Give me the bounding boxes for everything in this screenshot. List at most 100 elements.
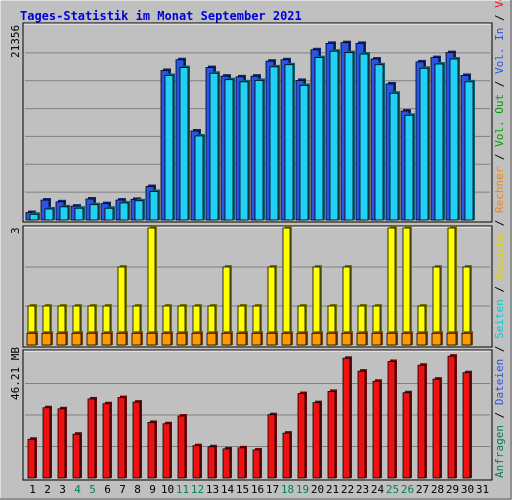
legend-entry: / bbox=[493, 147, 506, 167]
max-label-visits: 3 bbox=[9, 227, 22, 234]
x-tick-label: 24 bbox=[371, 483, 385, 496]
x-tick-label: 8 bbox=[134, 483, 141, 496]
bar-volumen-day-18 bbox=[282, 432, 291, 479]
bar-dateien-day-24 bbox=[374, 64, 384, 221]
bar-volumen-day-9 bbox=[147, 422, 156, 479]
bar-rechner-day-9 bbox=[146, 332, 157, 346]
bar-volumen-day-13 bbox=[207, 446, 216, 479]
bar-dateien-day-18 bbox=[284, 64, 294, 221]
bar-volumen-day-25 bbox=[387, 361, 396, 479]
legend-entry: Besuche bbox=[493, 233, 506, 279]
bar-dateien-day-25 bbox=[389, 92, 399, 221]
bar-dateien-day-1 bbox=[29, 213, 39, 221]
x-tick-label: 22 bbox=[341, 483, 354, 496]
x-tick-label: 26 bbox=[401, 483, 414, 496]
bar-rechner-day-16 bbox=[251, 332, 262, 346]
x-tick-label: 9 bbox=[149, 483, 156, 496]
bar-besuche-day-25 bbox=[387, 227, 396, 346]
bar-dateien-day-17 bbox=[269, 66, 279, 221]
bar-dateien-day-6 bbox=[104, 207, 114, 221]
legend-entry: / bbox=[493, 279, 506, 299]
bar-rechner-day-20 bbox=[311, 332, 322, 346]
bar-dateien-day-5 bbox=[89, 204, 99, 221]
bar-dateien-day-20 bbox=[314, 57, 324, 221]
bar-rechner-day-3 bbox=[56, 332, 67, 346]
x-tick-label: 20 bbox=[311, 483, 324, 496]
bar-rechner-day-18 bbox=[281, 332, 292, 346]
bar-volumen-day-14 bbox=[222, 448, 231, 479]
bar-volumen-day-4 bbox=[72, 433, 81, 479]
bar-rechner-day-26 bbox=[401, 332, 412, 346]
legend-entry: Volumen bbox=[493, 0, 506, 8]
bar-rechner-day-12 bbox=[191, 332, 202, 346]
bar-volumen-day-22 bbox=[342, 357, 351, 479]
x-axis-labels: 1 2 3 4 5 6 7 8 9 10 11 12 13 14 15 16 17 18 19 20 21 22 23 24 2… bbox=[29, 483, 489, 496]
bar-dateien-day-29 bbox=[449, 58, 459, 221]
x-tick-label: 18 bbox=[281, 483, 294, 496]
bar-rechner-day-29 bbox=[446, 332, 457, 346]
legend-entry: / bbox=[493, 339, 506, 359]
x-tick-label: 19 bbox=[296, 483, 309, 496]
panel-visits bbox=[22, 225, 493, 348]
volume-panel-frame bbox=[22, 349, 493, 481]
x-tick-label: 21 bbox=[326, 483, 339, 496]
legend-entry: Vol. Out bbox=[493, 94, 506, 147]
bar-besuche-day-9 bbox=[147, 227, 156, 346]
bar-volumen-day-8 bbox=[132, 401, 141, 479]
bar-rechner-day-2 bbox=[41, 332, 52, 346]
x-tick-label: 15 bbox=[236, 483, 249, 496]
x-tick-label: 7 bbox=[119, 483, 126, 496]
x-tick-label: 10 bbox=[161, 483, 174, 496]
bar-dateien-day-26 bbox=[404, 114, 414, 221]
bar-besuche-day-26 bbox=[402, 227, 411, 346]
bar-volumen-day-21 bbox=[327, 391, 336, 479]
bar-volumen-day-24 bbox=[372, 380, 381, 479]
legend-entry: Vol. In bbox=[493, 28, 506, 74]
bar-rechner-day-11 bbox=[176, 332, 187, 346]
panel-requests bbox=[22, 22, 493, 223]
panel-volume bbox=[22, 349, 493, 481]
requests-panel-frame bbox=[22, 22, 493, 223]
bar-rechner-day-25 bbox=[386, 332, 397, 346]
bar-volumen-day-10 bbox=[162, 423, 171, 479]
bar-volumen-day-15 bbox=[237, 447, 246, 479]
bar-volumen-day-1 bbox=[27, 438, 36, 479]
bar-dateien-day-12 bbox=[194, 135, 204, 221]
bar-rechner-day-27 bbox=[416, 332, 427, 346]
bar-rechner-day-21 bbox=[326, 332, 337, 346]
bar-dateien-day-13 bbox=[209, 72, 219, 221]
x-tick-label: 3 bbox=[59, 483, 66, 496]
bar-besuche-day-18 bbox=[282, 227, 291, 346]
bar-rechner-day-14 bbox=[221, 332, 232, 346]
legend-entry: Seiten bbox=[493, 299, 506, 339]
bar-dateien-day-14 bbox=[224, 79, 234, 221]
bar-volumen-day-2 bbox=[42, 407, 51, 479]
max-label-requests: 21356 bbox=[9, 25, 22, 58]
bar-dateien-day-30 bbox=[464, 81, 474, 221]
bar-volumen-day-17 bbox=[267, 414, 276, 479]
bar-volumen-day-5 bbox=[87, 398, 96, 479]
bar-dateien-day-21 bbox=[329, 50, 339, 221]
bar-volumen-day-19 bbox=[297, 393, 306, 479]
bar-rechner-day-24 bbox=[371, 332, 382, 346]
bar-dateien-day-3 bbox=[59, 206, 69, 221]
x-tick-label: 5 bbox=[89, 483, 96, 496]
bar-rechner-day-13 bbox=[206, 332, 217, 346]
x-tick-label: 2 bbox=[44, 483, 51, 496]
bar-rechner-day-5 bbox=[86, 332, 97, 346]
x-tick-label: 17 bbox=[266, 483, 279, 496]
bar-rechner-day-22 bbox=[341, 332, 352, 346]
right-legend: Anfragen / Dateien / Seiten / Besuche / … bbox=[493, 0, 506, 478]
bar-dateien-day-23 bbox=[359, 53, 369, 221]
x-tick-label: 12 bbox=[191, 483, 204, 496]
bar-volumen-day-23 bbox=[357, 370, 366, 479]
x-tick-label: 4 bbox=[74, 483, 81, 496]
legend-entry: Dateien bbox=[493, 359, 506, 405]
legend-entry: / bbox=[493, 8, 506, 28]
visits-panel-frame bbox=[22, 225, 493, 348]
bar-volumen-day-7 bbox=[117, 397, 126, 479]
x-tick-label: 11 bbox=[176, 483, 189, 496]
bar-dateien-day-7 bbox=[119, 202, 129, 221]
bar-dateien-day-22 bbox=[344, 52, 354, 221]
